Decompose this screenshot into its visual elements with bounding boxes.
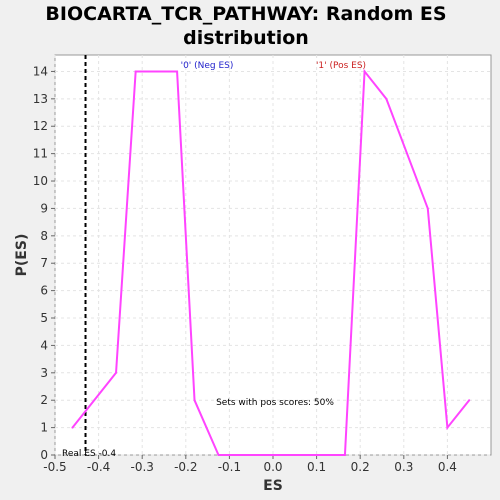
y-tick-label: 5: [40, 311, 48, 325]
data-point: [385, 97, 388, 100]
x-axis-label: ES: [263, 478, 283, 494]
x-tick-label: -0.5: [43, 460, 66, 474]
y-tick-label: 2: [40, 393, 48, 407]
chart-title-line2: distribution: [183, 27, 309, 49]
y-tick-label: 7: [40, 256, 48, 270]
y-tick-label: 14: [33, 64, 48, 78]
x-tick-label: -0.3: [130, 460, 153, 474]
data-point: [115, 371, 118, 374]
y-tick-label: 0: [40, 448, 48, 462]
data-point: [363, 70, 366, 73]
data-point: [468, 399, 471, 402]
x-tick-label: 0.0: [263, 460, 282, 474]
x-tick-label: 0.3: [394, 460, 413, 474]
pos-scores-label: Sets with pos scores: 50%: [216, 398, 334, 408]
data-point: [446, 426, 449, 429]
data-point: [426, 207, 429, 210]
y-tick-label: 10: [33, 174, 48, 188]
y-tick-label: 1: [40, 421, 48, 435]
y-tick-label: 3: [40, 366, 48, 380]
series-group: [71, 68, 471, 456]
y-tick-label: 6: [40, 284, 48, 298]
x-axis-ticks: -0.5 -0.4 -0.3 -0.2 -0.1 0.0 0.1 0.2 0.3 0.4: [43, 455, 457, 474]
x-tick-label: 0.1: [307, 460, 326, 474]
data-point: [176, 70, 179, 73]
x-tick-label: 0.2: [351, 460, 370, 474]
y-axis-label: P(ES): [14, 234, 30, 277]
y-tick-label: 11: [33, 147, 48, 161]
data-point: [156, 70, 159, 73]
pos-es-label: '1' (Pos ES): [316, 61, 366, 71]
y-tick-label: 9: [40, 201, 48, 215]
y-tick-label: 4: [40, 338, 48, 352]
data-point: [193, 399, 196, 402]
x-tick-label: 0.4: [438, 460, 457, 474]
y-tick-label: 12: [33, 119, 48, 133]
data-point: [71, 426, 74, 429]
data-point: [217, 454, 220, 456]
y-tick-label: 13: [33, 92, 48, 106]
x-tick-label: -0.2: [174, 460, 197, 474]
chart-title-line1: BIOCARTA_TCR_PATHWAY: Random ES: [45, 3, 446, 25]
x-tick-label: -0.4: [87, 460, 110, 474]
data-point: [343, 454, 346, 456]
data-point: [134, 70, 137, 73]
real-es-label: Real ES -0.4: [62, 449, 116, 459]
neg-es-label: '0' (Neg ES): [181, 61, 234, 71]
x-tick-label: -0.1: [218, 460, 241, 474]
y-tick-label: 8: [40, 229, 48, 243]
